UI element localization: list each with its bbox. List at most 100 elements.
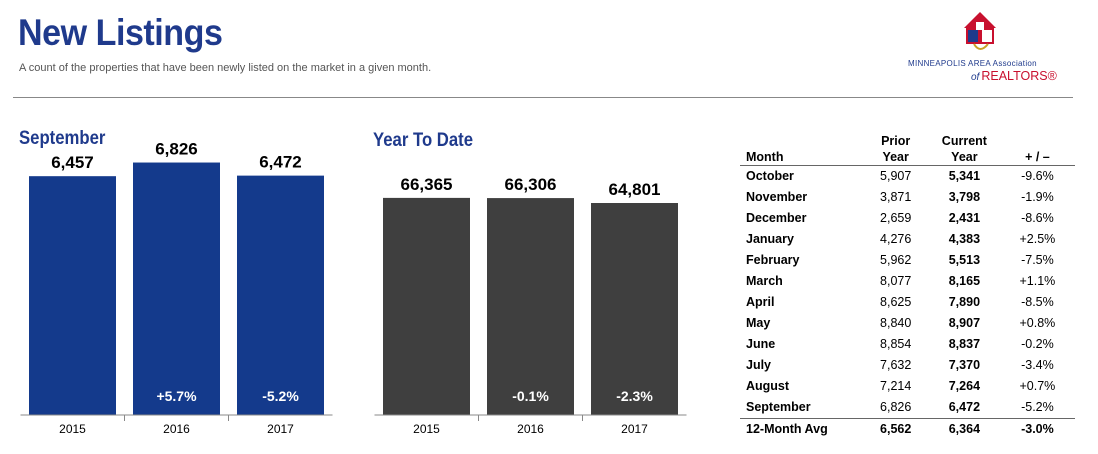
page-subtitle: A count of the properties that have been… [19,62,432,74]
september-value-label: 6,472 [259,153,302,172]
table-row: July 7,632 7,370 -3.4% [740,355,1075,376]
september-change-label: +5.7% [156,388,197,404]
cell-prior: 5,907 [880,168,912,183]
table-row: December 2,659 2,431 -8.6% [740,208,1075,229]
cell-prior: 3,871 [880,189,912,204]
cell-prior: 8,625 [880,294,912,309]
monthly-table: Month Prior Year Current Year + / – Octobe… [740,125,1075,440]
logo-realtors-text: of REALTORS® [971,69,1057,83]
cell-prior: 8,077 [880,273,912,288]
cell-month: October [746,168,794,183]
ytd-value-label: 66,306 [505,175,557,194]
cell-month: September [746,399,811,414]
col-month: Month [746,149,784,164]
cell-change: +0.7% [1019,378,1056,393]
cell-current: 2,431 [948,210,981,225]
house-logo-icon [964,12,996,50]
ytd-bar-2016 [487,198,574,415]
avg-current: 6,364 [948,421,981,436]
col-current-year: Current Year [941,133,987,164]
september-bar-2017 [237,175,324,415]
cell-month: April [746,294,775,309]
cell-current: 8,837 [948,336,981,351]
table-footer-row: 12-Month Avg 6,562 6,364 -3.0% [740,418,1075,440]
cell-month: February [746,252,800,267]
ytd-value-label: 66,365 [401,175,453,194]
table-row: March 8,077 8,165 +1.1% [740,271,1075,292]
table-row: September 6,826 6,472 -5.2% [740,397,1075,419]
september-bar-2016 [133,162,220,415]
cell-current: 7,890 [948,294,981,309]
cell-prior: 4,276 [880,231,912,246]
september-value-label: 6,826 [155,140,198,159]
cell-month: January [746,231,794,246]
cell-change: -8.6% [1021,210,1054,225]
avg-label: 12-Month Avg [746,421,828,436]
cell-change: +2.5% [1019,231,1056,246]
cell-change: -9.6% [1021,168,1054,183]
cell-prior: 7,632 [880,357,912,372]
cell-current: 7,264 [948,378,981,393]
september-title: September [19,128,106,149]
cell-prior: 6,826 [880,399,912,414]
cell-change: +0.8% [1019,315,1056,330]
table-row: February 5,962 5,513 -7.5% [740,250,1075,271]
table-row: April 8,625 7,890 -8.5% [740,292,1075,313]
ytd-category-label: 2016 [517,422,544,436]
table-row: August 7,214 7,264 +0.7% [740,376,1075,397]
cell-month: July [746,357,772,372]
cell-change: -0.2% [1021,336,1054,351]
col-change: + / – [1025,149,1050,164]
ytd-title: Year To Date [373,130,474,151]
table-row: June 8,854 8,837 -0.2% [740,334,1075,355]
ytd-bar-2015 [383,197,470,415]
september-category-label: 2016 [163,422,190,436]
cell-month: November [746,189,808,204]
cell-month: December [746,210,807,225]
table-row: November 3,871 3,798 -1.9% [740,187,1075,208]
header-divider [13,97,1073,98]
cell-change: -7.5% [1021,252,1054,267]
page-title: New Listings [18,12,223,53]
table-row: October 5,907 5,341 -9.6% [740,165,1075,187]
avg-change: -3.0% [1021,421,1054,436]
september-bar-2015 [29,176,116,415]
cell-change: -5.2% [1021,399,1054,414]
september-bar-chart: 6,457 2015 6,826 +5.7% 2016 6,472 -5.2% 2017 [20,140,333,436]
cell-current: 7,370 [948,357,981,372]
logo-association-text: MINNEAPOLIS AREA Association [908,59,1037,68]
cell-change: -8.5% [1021,294,1054,309]
table-header-row: Month Prior Year Current Year + / – [740,125,1075,165]
cell-current: 4,383 [948,231,981,246]
cell-change: -1.9% [1021,189,1054,204]
cell-current: 6,472 [948,399,981,414]
cell-change: +1.1% [1019,273,1056,288]
september-category-label: 2015 [59,422,86,436]
cell-current: 5,513 [948,252,981,267]
table-row: January 4,276 4,383 +2.5% [740,229,1075,250]
cell-prior: 7,214 [880,378,912,393]
cell-prior: 5,962 [880,252,912,267]
col-prior-year: Prior Year [881,133,911,164]
september-value-label: 6,457 [51,153,94,172]
september-category-label: 2017 [267,422,294,436]
cell-month: August [746,378,790,393]
cell-month: May [746,315,771,330]
avg-prior: 6,562 [880,421,912,436]
cell-prior: 8,840 [880,315,912,330]
cell-change: -3.4% [1021,357,1054,372]
cell-prior: 8,854 [880,336,912,351]
ytd-category-label: 2017 [621,422,648,436]
cell-current: 8,165 [948,273,981,288]
ytd-bar-2017 [591,203,678,415]
cell-month: June [746,336,776,351]
cell-month: March [746,273,783,288]
cell-current: 5,341 [948,168,981,183]
table-row: May 8,840 8,907 +0.8% [740,313,1075,334]
september-change-label: -5.2% [262,388,299,404]
ytd-bar-chart: 66,365 2015 66,306 -0.1% 2016 64,801 -2.3% 2017 [374,175,687,436]
cell-prior: 2,659 [880,210,912,225]
ytd-change-label: -2.3% [616,388,653,404]
ytd-value-label: 64,801 [609,180,661,199]
cell-current: 8,907 [948,315,981,330]
